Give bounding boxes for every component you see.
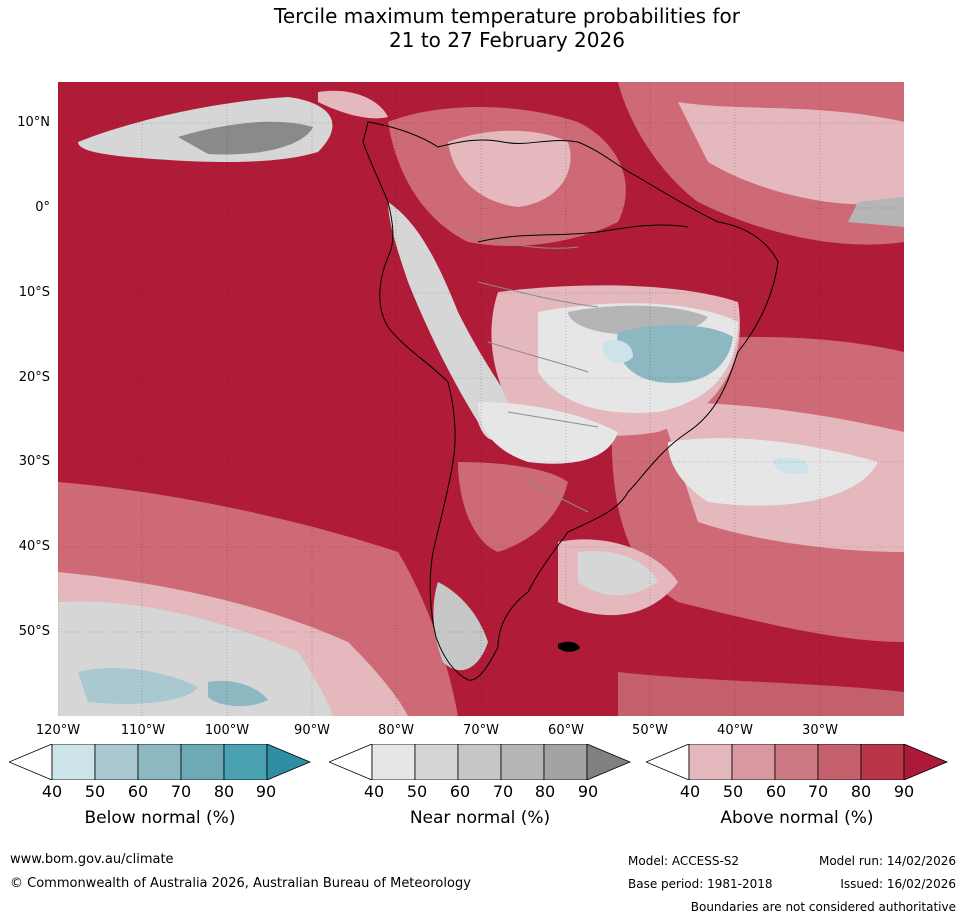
below-normal-label: Below normal (%)	[84, 808, 236, 828]
land-west-near	[388, 202, 518, 441]
above-tick-60: 60	[765, 782, 787, 801]
atlantic-mid-below	[773, 457, 809, 474]
colorbar-segment	[688, 744, 733, 780]
colorbar-extension-low	[9, 744, 53, 780]
above-tick-80: 80	[850, 782, 872, 801]
colorbar-extension-high	[586, 744, 631, 780]
near-normal-label: Near normal (%)	[409, 808, 551, 828]
colorbar-extension-low	[646, 744, 690, 780]
lon-label-40w: 40°W	[717, 723, 753, 738]
below-tick-80: 80	[213, 782, 235, 801]
near-tick-60: 60	[449, 782, 471, 801]
below-tick-60: 60	[127, 782, 149, 801]
land-below-normal	[617, 325, 733, 383]
above-tick-70: 70	[807, 782, 829, 801]
colorbar-extension-high	[266, 744, 311, 780]
disclaimer-text: Boundaries are not considered authoritat…	[690, 900, 956, 914]
south-america-coastline	[362, 121, 779, 681]
near-tick-80: 80	[534, 782, 556, 801]
below-tick-40: 40	[41, 782, 63, 801]
colorbar-segment	[457, 744, 502, 780]
lon-label-70w: 70°W	[463, 723, 499, 738]
lat-label-30s: 30°S	[18, 454, 50, 469]
website-text: www.bom.gov.au/climate	[10, 852, 174, 867]
near-tick-50: 50	[406, 782, 428, 801]
patagonia-near	[433, 582, 488, 671]
colorbar-segment	[414, 744, 459, 780]
title-line-1: Tercile maximum temperature probabilitie…	[274, 4, 740, 28]
colorbar-segment	[860, 744, 905, 780]
colorbar-segment	[371, 744, 416, 780]
lon-label-80w: 80°W	[378, 723, 414, 738]
atlantic-north-grey	[848, 197, 904, 227]
rivers	[477, 224, 689, 243]
colorbar-segment	[94, 744, 139, 780]
base-period-text: Base period: 1981-2018	[628, 877, 773, 891]
colorbar-extension-low	[329, 744, 373, 780]
map-title: Tercile maximum temperature probabilitie…	[0, 4, 965, 52]
lon-label-90w: 90°W	[294, 723, 330, 738]
colorbar-segment	[731, 744, 776, 780]
land-below-normal-light	[603, 340, 633, 364]
lon-label-110w: 110°W	[120, 723, 166, 738]
pacific-south-below-normal	[78, 667, 198, 704]
colorbar-segment	[180, 744, 225, 780]
pacific-north-near-normal-dark	[178, 121, 313, 155]
lon-label-30w: 30°W	[802, 723, 838, 738]
probability-map	[58, 82, 904, 716]
country-borders	[457, 231, 599, 513]
near-tick-70: 70	[492, 782, 514, 801]
below-tick-90: 90	[255, 782, 277, 801]
graticule	[58, 82, 904, 716]
pacific-north-50	[318, 90, 388, 119]
atlantic-north-band-50	[678, 102, 904, 205]
title-line-2: 21 to 27 February 2026	[389, 28, 625, 52]
near-tick-90: 90	[577, 782, 599, 801]
lon-label-50w: 50°W	[632, 723, 668, 738]
atlantic-bottom-band	[618, 672, 904, 716]
lat-label-50s: 50°S	[18, 624, 50, 639]
below-tick-50: 50	[84, 782, 106, 801]
lat-label-10n: 10°N	[17, 115, 50, 130]
lat-label-20s: 20°S	[18, 370, 50, 385]
model-run-text: Model run: 14/02/2026	[818, 854, 956, 868]
lon-label-120w: 120°W	[35, 723, 81, 738]
above-tick-40: 40	[679, 782, 701, 801]
land-south-70	[458, 462, 568, 552]
colorbar-segment	[223, 744, 268, 780]
colorbar-segment	[774, 744, 819, 780]
copyright-text: © Commonwealth of Australia 2026, Austra…	[10, 876, 471, 891]
colorbar-segment	[51, 744, 96, 780]
lat-label-0: 0°	[35, 200, 50, 215]
lon-label-60w: 60°W	[548, 723, 584, 738]
near-tick-40: 40	[363, 782, 385, 801]
falkland-islands	[558, 641, 580, 652]
colorbar-segment	[500, 744, 545, 780]
lat-label-10s: 10°S	[18, 285, 50, 300]
colorbar-extension-high	[903, 744, 948, 780]
colorbar-below-normal	[9, 744, 311, 780]
above-tick-90: 90	[893, 782, 915, 801]
pacific-south-below-normal-2	[208, 680, 268, 707]
above-tick-50: 50	[722, 782, 744, 801]
issued-text: Issued: 16/02/2026	[840, 877, 956, 891]
atlantic-south-patch-2	[578, 551, 658, 596]
colorbar-segment	[543, 744, 588, 780]
colorbar-segment	[137, 744, 182, 780]
below-tick-70: 70	[170, 782, 192, 801]
atlantic-mid-near	[668, 438, 878, 506]
colorbar-near-normal	[329, 744, 631, 780]
lon-label-100w: 100°W	[204, 723, 250, 738]
land-south-near	[478, 402, 618, 464]
colorbar-above-normal	[646, 744, 948, 780]
colorbar-segment	[817, 744, 862, 780]
model-text: Model: ACCESS-S2	[628, 854, 740, 868]
lat-label-40s: 40°S	[18, 539, 50, 554]
land-north-50	[448, 130, 571, 207]
above-normal-label: Above normal (%)	[720, 808, 874, 828]
